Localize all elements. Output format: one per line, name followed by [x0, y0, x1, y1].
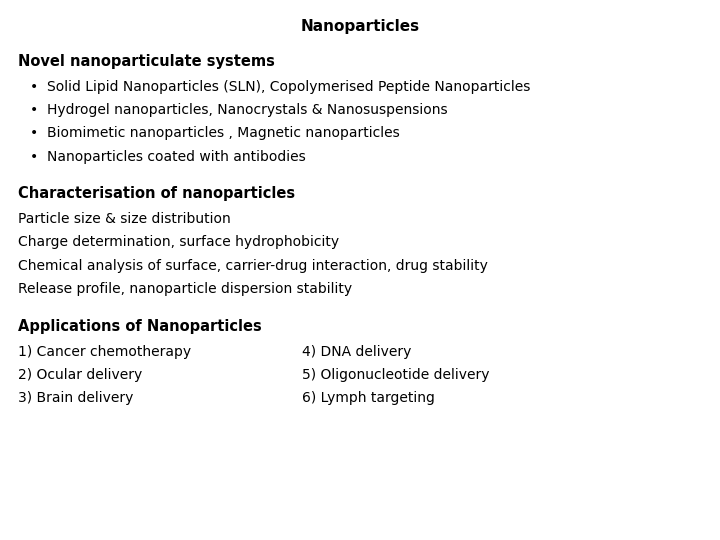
Text: Particle size & size distribution: Particle size & size distribution [18, 212, 230, 226]
Text: Characterisation of nanoparticles: Characterisation of nanoparticles [18, 186, 295, 201]
Text: 1) Cancer chemotherapy: 1) Cancer chemotherapy [18, 345, 191, 359]
Text: 2) Ocular delivery: 2) Ocular delivery [18, 368, 143, 382]
Text: •: • [30, 80, 38, 94]
Text: Chemical analysis of surface, carrier-drug interaction, drug stability: Chemical analysis of surface, carrier-dr… [18, 259, 488, 273]
Text: Novel nanoparticulate systems: Novel nanoparticulate systems [18, 54, 275, 69]
Text: •: • [30, 103, 38, 117]
Text: •: • [30, 126, 38, 140]
Text: 6) Lymph targeting: 6) Lymph targeting [302, 391, 436, 405]
Text: Hydrogel nanoparticles, Nanocrystals & Nanosuspensions: Hydrogel nanoparticles, Nanocrystals & N… [47, 103, 447, 117]
Text: •: • [30, 150, 38, 164]
Text: Nanoparticles: Nanoparticles [300, 19, 420, 34]
Text: 5) Oligonucleotide delivery: 5) Oligonucleotide delivery [302, 368, 490, 382]
Text: Applications of Nanoparticles: Applications of Nanoparticles [18, 319, 262, 334]
Text: Nanoparticles coated with antibodies: Nanoparticles coated with antibodies [47, 150, 305, 164]
Text: Charge determination, surface hydrophobicity: Charge determination, surface hydrophobi… [18, 235, 339, 249]
Text: 3) Brain delivery: 3) Brain delivery [18, 391, 133, 405]
Text: Solid Lipid Nanoparticles (SLN), Copolymerised Peptide Nanoparticles: Solid Lipid Nanoparticles (SLN), Copolym… [47, 80, 530, 94]
Text: Release profile, nanoparticle dispersion stability: Release profile, nanoparticle dispersion… [18, 282, 352, 296]
Text: Biomimetic nanoparticles , Magnetic nanoparticles: Biomimetic nanoparticles , Magnetic nano… [47, 126, 400, 140]
Text: 4) DNA delivery: 4) DNA delivery [302, 345, 412, 359]
